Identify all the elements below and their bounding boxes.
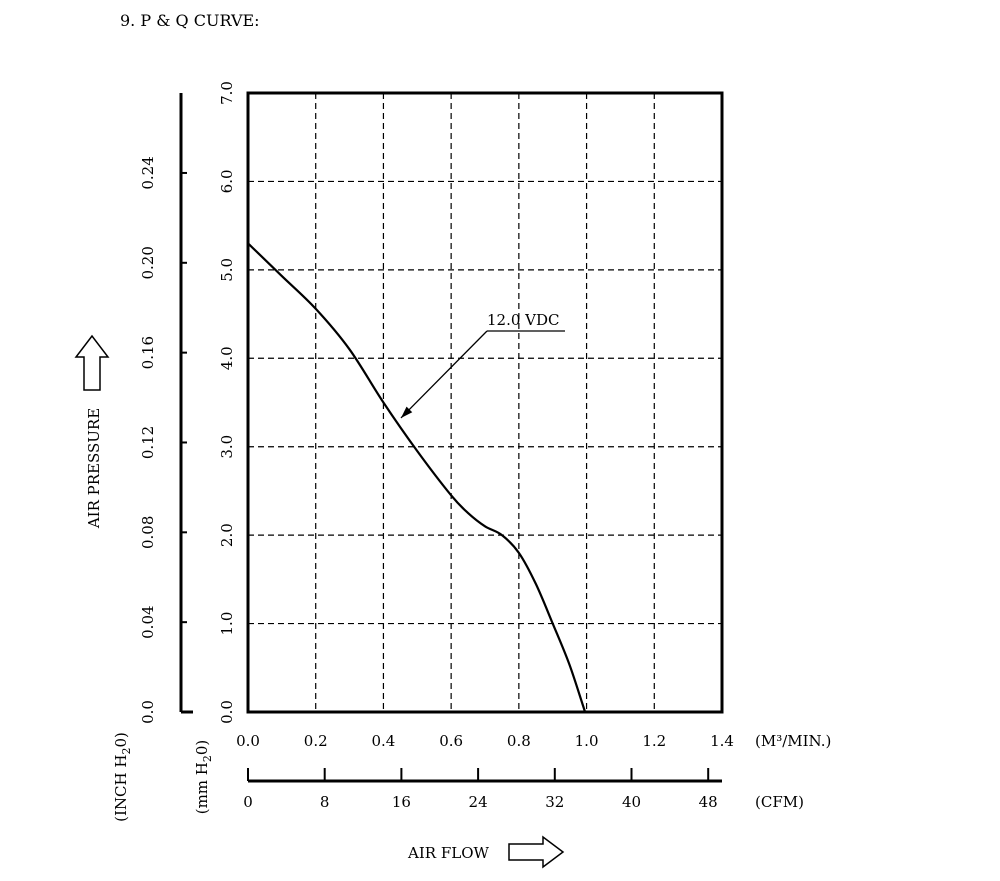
- inch-tick-label: 0.0: [139, 700, 157, 724]
- grid: [248, 93, 722, 712]
- x-tick-label: 0.6: [439, 732, 463, 750]
- cfm-tick-label: 24: [469, 793, 488, 811]
- cfm-tick-label: 16: [392, 793, 411, 811]
- x-unit-label: (M³/MIN.): [755, 732, 831, 750]
- section-heading: 9. P & Q CURVE:: [120, 11, 260, 30]
- inch-tick-label: 0.08: [139, 516, 157, 549]
- cfm-tick-label: 40: [622, 793, 641, 811]
- y-axis-label: AIR PRESSURE: [85, 408, 103, 529]
- y-tick-label: 1.0: [218, 612, 236, 636]
- inch-tick-label: 0.16: [139, 336, 157, 369]
- inch-tick-label: 0.12: [139, 426, 157, 459]
- up-arrow-icon: [74, 334, 110, 391]
- y-tick-label: 6.0: [218, 169, 236, 193]
- y-tick-label: 3.0: [218, 435, 236, 459]
- y-tick-label: 5.0: [218, 258, 236, 282]
- x-tick-labels: 0.0 0.2 0.4 0.6 0.8 1.0 1.2 1.4: [236, 732, 734, 750]
- x-tick-label: 0.8: [507, 732, 531, 750]
- right-arrow-icon: [508, 835, 565, 869]
- mm-unit-label: (mm H20): [193, 740, 214, 815]
- series-line: [248, 242, 587, 712]
- series-group: [248, 242, 587, 712]
- x-tick-label: 0.2: [304, 732, 328, 750]
- y-tick-label: 2.0: [218, 523, 236, 547]
- inch-tick-label: 0.24: [139, 156, 157, 189]
- annotation-leader-line: [400, 330, 488, 419]
- y-tick-label: 0.0: [218, 700, 236, 724]
- inch-tick-labels: 0.0 0.04 0.08 0.12 0.16 0.20 0.24: [139, 156, 187, 724]
- plot-frame: [246, 91, 724, 714]
- inch-tick-label: 0.20: [139, 246, 157, 279]
- cfm-tick-label: 48: [699, 793, 718, 811]
- x-tick-label: 1.4: [710, 732, 734, 750]
- annotation-leader: [400, 330, 565, 419]
- x-tick-label: 1.2: [642, 732, 666, 750]
- cfm-tick-label: 8: [320, 793, 330, 811]
- cfm-tick-label: 0: [243, 793, 253, 811]
- cfm-unit-label: (CFM): [755, 793, 804, 811]
- inch-unit-label: (INCH H20): [112, 732, 133, 822]
- cfm-tick-labels: 0 8 16 24 32 40 48: [243, 768, 718, 811]
- x-tick-label: 0.4: [371, 732, 395, 750]
- x-axis-label: AIR FLOW: [407, 844, 489, 862]
- series-annotation: 12.0 VDC: [487, 311, 560, 329]
- y-tick-labels: 0.0 1.0 2.0 3.0 4.0 5.0 6.0 7.0: [218, 81, 236, 724]
- annotation-arrowhead: [400, 406, 413, 418]
- cfm-tick-label: 32: [545, 793, 564, 811]
- inch-tick-label: 0.04: [139, 605, 157, 638]
- y-tick-label: 4.0: [218, 346, 236, 370]
- x-tick-label: 1.0: [575, 732, 599, 750]
- x-tick-label: 0.0: [236, 732, 260, 750]
- y-tick-label: 7.0: [218, 81, 236, 105]
